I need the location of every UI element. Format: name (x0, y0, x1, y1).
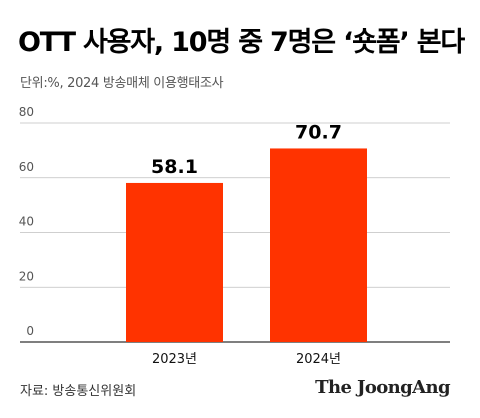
y-axis-ticks: 0 20 40 60 80 (19, 105, 34, 338)
y-tick-label: 40 (19, 215, 34, 229)
category-label: 2023년 (152, 352, 197, 367)
bar-2024년 (270, 148, 367, 342)
grid-lines (20, 122, 450, 343)
source-note: 자료: 방송통신위원회 (20, 384, 137, 399)
bars (126, 148, 367, 342)
bar-2023년 (126, 182, 223, 342)
chart-subtitle: 단위:%, 2024 방송매체 이용행태조사 (20, 76, 224, 91)
value-labels: 58.1 70.7 (151, 121, 342, 177)
y-tick-label: 60 (19, 160, 34, 174)
x-axis-categories: 2023년 2024년 (152, 352, 341, 367)
y-tick-label: 20 (19, 269, 34, 283)
value-label: 58.1 (151, 156, 198, 178)
category-label: 2024년 (296, 352, 341, 367)
y-tick-label: 0 (26, 324, 34, 338)
chart-title: OTT 사용자, 10명 중 7명은 ‘숏폼’ 본다 (18, 27, 465, 58)
value-label: 70.7 (295, 121, 342, 143)
publisher-logo: The JoongAng (315, 377, 450, 398)
y-tick-label: 80 (19, 105, 34, 119)
